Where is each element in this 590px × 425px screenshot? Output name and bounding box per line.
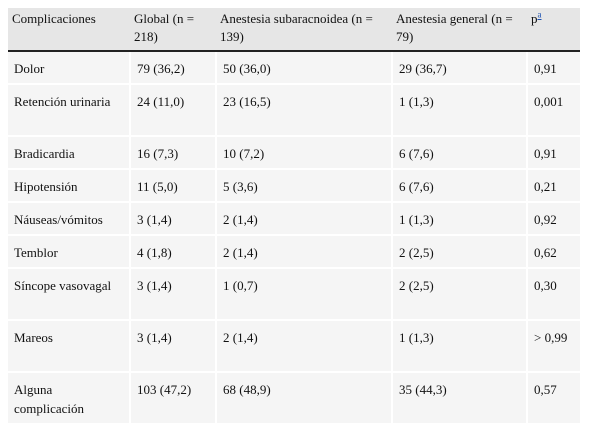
cell-general: 6 (7,6) bbox=[392, 169, 528, 203]
cell-complication: Náuseas/vómitos bbox=[8, 202, 131, 236]
table-header-row: Complicaciones Global (n = 218) Anestesi… bbox=[8, 8, 580, 52]
table-row: Bradicardia 16 (7,3) 10 (7,2) 6 (7,6) 0,… bbox=[8, 136, 580, 170]
cell-subaracnoidea: 2 (1,4) bbox=[216, 320, 393, 373]
table-row: Temblor 4 (1,8) 2 (1,4) 2 (2,5) 0,62 bbox=[8, 235, 580, 269]
table-row: Mareos 3 (1,4) 2 (1,4) 1 (1,3) > 0,99 bbox=[8, 320, 580, 373]
cell-subaracnoidea: 10 (7,2) bbox=[216, 136, 393, 170]
cell-general: 35 (44,3) bbox=[392, 372, 528, 425]
cell-global: 3 (1,4) bbox=[130, 268, 217, 321]
complications-table-container: Complicaciones Global (n = 218) Anestesi… bbox=[8, 8, 580, 425]
header-p-label: p bbox=[531, 11, 538, 26]
cell-p-value: 0,001 bbox=[527, 84, 580, 137]
cell-complication: Retención urinaria bbox=[8, 84, 131, 137]
cell-p-value: 0,21 bbox=[527, 169, 580, 203]
cell-general: 2 (2,5) bbox=[392, 235, 528, 269]
cell-global: 103 (47,2) bbox=[130, 372, 217, 425]
cell-complication: Hipotensión bbox=[8, 169, 131, 203]
cell-global: 24 (11,0) bbox=[130, 84, 217, 137]
cell-p-value: > 0,99 bbox=[527, 320, 580, 373]
cell-p-value: 0,62 bbox=[527, 235, 580, 269]
cell-subaracnoidea: 1 (0,7) bbox=[216, 268, 393, 321]
cell-p-value: 0,57 bbox=[527, 372, 580, 425]
cell-subaracnoidea: 2 (1,4) bbox=[216, 202, 393, 236]
table-row: Hipotensión 11 (5,0) 5 (3,6) 6 (7,6) 0,2… bbox=[8, 169, 580, 203]
cell-general: 1 (1,3) bbox=[392, 320, 528, 373]
cell-global: 16 (7,3) bbox=[130, 136, 217, 170]
cell-general: 1 (1,3) bbox=[392, 84, 528, 137]
table-row: Alguna complicación 103 (47,2) 68 (48,9)… bbox=[8, 372, 580, 425]
table-row: Dolor 79 (36,2) 50 (36,0) 29 (36,7) 0,91 bbox=[8, 51, 580, 85]
cell-global: 79 (36,2) bbox=[130, 51, 217, 85]
header-global: Global (n = 218) bbox=[130, 8, 216, 52]
footnote-link[interactable]: a bbox=[537, 9, 542, 20]
cell-subaracnoidea: 68 (48,9) bbox=[216, 372, 393, 425]
cell-complication: Síncope vasovagal bbox=[8, 268, 131, 321]
complications-table: Complicaciones Global (n = 218) Anestesi… bbox=[8, 8, 580, 425]
header-anestesia-general: Anestesia general (n = 79) bbox=[392, 8, 527, 52]
table-row: Náuseas/vómitos 3 (1,4) 2 (1,4) 1 (1,3) … bbox=[8, 202, 580, 236]
cell-p-value: 0,91 bbox=[527, 136, 580, 170]
cell-p-value: 0,30 bbox=[527, 268, 580, 321]
cell-complication: Bradicardia bbox=[8, 136, 131, 170]
header-anestesia-subaracnoidea: Anestesia subaracnoidea (n = 139) bbox=[216, 8, 392, 52]
cell-subaracnoidea: 2 (1,4) bbox=[216, 235, 393, 269]
cell-global: 11 (5,0) bbox=[130, 169, 217, 203]
cell-complication: Dolor bbox=[8, 51, 131, 85]
cell-complication: Temblor bbox=[8, 235, 131, 269]
cell-p-value: 0,92 bbox=[527, 202, 580, 236]
footnote-marker: a bbox=[538, 10, 542, 20]
cell-subaracnoidea: 23 (16,5) bbox=[216, 84, 393, 137]
header-complicaciones: Complicaciones bbox=[8, 8, 130, 52]
table-row: Retención urinaria 24 (11,0) 23 (16,5) 1… bbox=[8, 84, 580, 137]
cell-global: 3 (1,4) bbox=[130, 320, 217, 373]
cell-complication: Alguna complicación bbox=[8, 372, 131, 425]
header-p-value: pa bbox=[527, 8, 580, 52]
cell-subaracnoidea: 50 (36,0) bbox=[216, 51, 393, 85]
cell-subaracnoidea: 5 (3,6) bbox=[216, 169, 393, 203]
cell-general: 2 (2,5) bbox=[392, 268, 528, 321]
cell-global: 4 (1,8) bbox=[130, 235, 217, 269]
cell-p-value: 0,91 bbox=[527, 51, 580, 85]
table-row: Síncope vasovagal 3 (1,4) 1 (0,7) 2 (2,5… bbox=[8, 268, 580, 321]
cell-general: 1 (1,3) bbox=[392, 202, 528, 236]
cell-complication: Mareos bbox=[8, 320, 131, 373]
cell-general: 29 (36,7) bbox=[392, 51, 528, 85]
cell-general: 6 (7,6) bbox=[392, 136, 528, 170]
cell-global: 3 (1,4) bbox=[130, 202, 217, 236]
